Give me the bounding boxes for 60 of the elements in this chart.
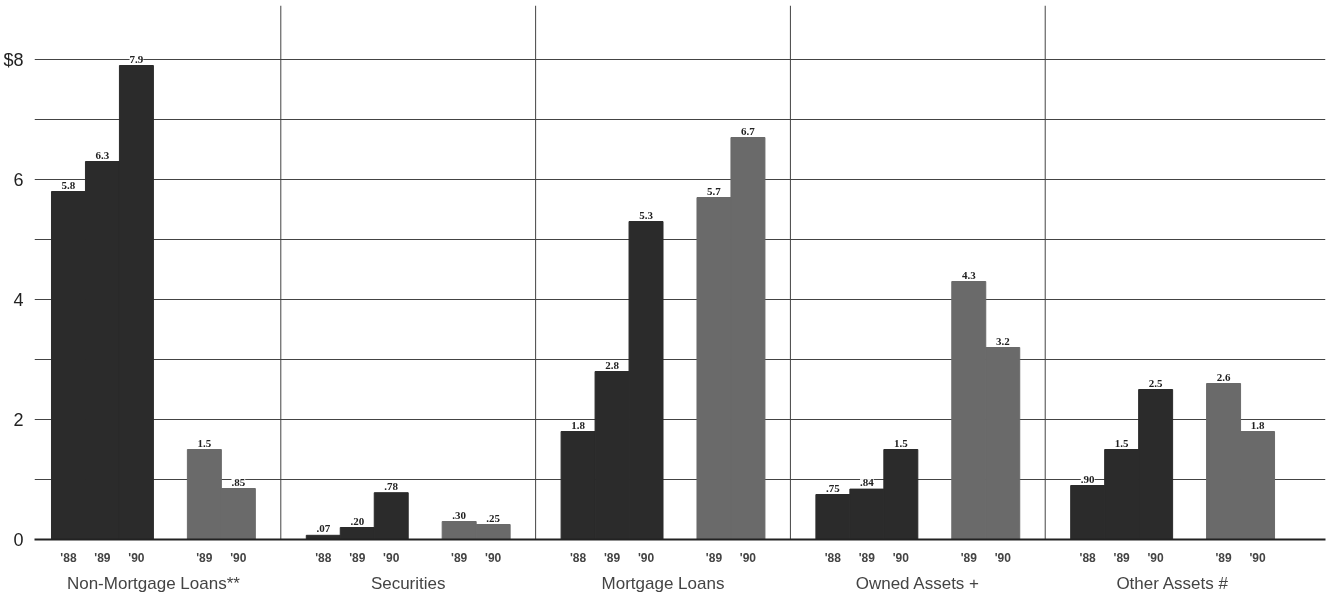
x-tick-label: '88	[60, 550, 77, 565]
x-tick-label: '90	[383, 550, 400, 565]
x-tick-label: '90	[1147, 550, 1165, 565]
data-label: 2.6	[1216, 370, 1231, 383]
data-label: .84	[859, 476, 875, 489]
data-label: .07	[316, 522, 331, 535]
data-label: 1.8	[571, 418, 586, 431]
x-tick-label: '90	[739, 550, 757, 565]
text: Securities	[370, 573, 446, 593]
x-tick-label: '89	[196, 550, 213, 565]
x-tick-label: '89	[451, 550, 468, 565]
y-tick-label: 6	[13, 169, 24, 190]
data-label: 1.5	[197, 436, 212, 449]
data-label: 6.7	[741, 124, 756, 137]
x-tick-label: '89	[349, 550, 366, 565]
data-label: 2.5	[1148, 376, 1164, 389]
x-tick-label: '89	[960, 550, 978, 565]
data-label: .20	[350, 514, 365, 527]
text: Other Assets #	[1116, 573, 1229, 593]
x-tick-label: '90	[128, 550, 145, 565]
x-tick-label: '89	[858, 550, 876, 565]
data-label: 2.8	[605, 358, 620, 371]
x-tick-label: '88	[315, 550, 332, 565]
x-tick-label: '90	[1249, 550, 1266, 565]
data-label: .78	[384, 479, 399, 492]
x-tick-label: '89	[94, 550, 111, 565]
y-tick-label: $8	[3, 49, 24, 70]
x-tick-label: '90	[994, 550, 1012, 565]
x-tick-label: '89	[1215, 550, 1233, 565]
data-label: .85	[231, 475, 246, 488]
x-tick-label: '89	[603, 550, 621, 565]
data-label: 3.2	[995, 334, 1011, 347]
x-tick-label: '90	[485, 550, 502, 565]
y-tick-label: 2	[13, 409, 24, 430]
data-label: .75	[826, 481, 841, 494]
data-label: 5.3	[639, 208, 654, 221]
data-label: .90	[1080, 472, 1096, 485]
x-tick-label: '89	[1113, 550, 1131, 565]
x-tick-label: '88	[569, 550, 587, 565]
x-tick-label: '89	[705, 550, 723, 565]
y-tick-label: 4	[13, 289, 24, 310]
x-tick-label: '90	[892, 550, 910, 565]
x-tick-label: '88	[1079, 550, 1097, 565]
data-label: .25	[486, 511, 501, 524]
data-label: 6.3	[95, 148, 110, 161]
data-label: 1.8	[1250, 418, 1265, 431]
data-label: 5.8	[61, 178, 76, 191]
data-label: .30	[452, 508, 467, 521]
data-label: 1.5	[893, 436, 909, 449]
x-tick-label: '90	[637, 550, 655, 565]
data-label: 4.3	[961, 268, 977, 281]
y-tick-label: 0	[13, 529, 24, 550]
x-tick-label: '90	[230, 550, 247, 565]
x-tick-label: '88	[824, 550, 842, 565]
data-label: 7.9	[129, 52, 144, 65]
text: Owned Assets +	[855, 573, 980, 593]
data-label: 1.5	[1114, 436, 1130, 449]
data-label: 5.7	[707, 184, 722, 197]
text: Mortgage Loans	[601, 573, 725, 593]
text: Non-Mortgage Loans**	[66, 573, 241, 593]
